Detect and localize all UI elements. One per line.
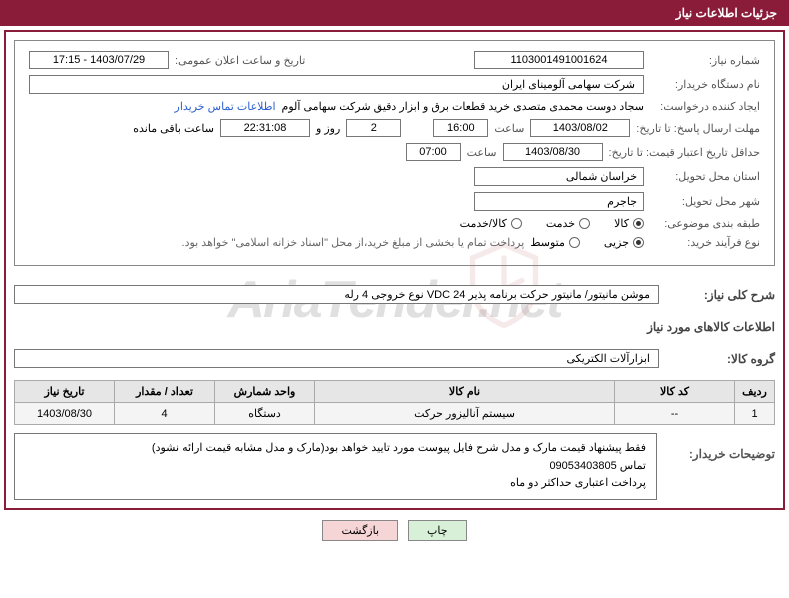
td-name: سیستم آنالیزور حرکت (315, 403, 615, 425)
announce-label: تاریخ و ساعت اعلان عمومی: (175, 54, 305, 67)
th-unit: واحد شمارش (215, 381, 315, 403)
radio-icon (579, 218, 590, 229)
reply-deadline-label: مهلت ارسال پاسخ: تا تاریخ: (636, 122, 760, 135)
note-line-1: فقط پیشنهاد قیمت مارک و مدل شرح فایل پیو… (25, 440, 646, 458)
requester-label: ایجاد کننده درخواست: (650, 100, 760, 113)
radio-service[interactable]: خدمت (546, 217, 590, 230)
group-label: گروه کالا: (665, 352, 775, 366)
process-label: نوع فرآیند خرید: (650, 236, 760, 249)
need-number-value: 1103001491001624 (474, 51, 644, 69)
radio-small[interactable]: جزیی (604, 236, 644, 249)
radio-medium-label: متوسط (530, 236, 565, 249)
table-header-row: ردیف کد کالا نام کالا واحد شمارش تعداد /… (15, 381, 775, 403)
td-qty: 4 (115, 403, 215, 425)
radio-both-label: کالا/خدمت (460, 217, 507, 230)
process-note: پرداخت تمام یا بخشی از مبلغ خرید،از محل … (182, 236, 525, 249)
validity-time: 07:00 (406, 143, 461, 161)
td-code: -- (615, 403, 735, 425)
details-panel: شماره نیاز: 1103001491001624 تاریخ و ساع… (14, 40, 775, 266)
category-label: طبقه بندی موضوعی: (650, 217, 760, 230)
back-button[interactable]: بازگشت (322, 520, 398, 541)
remaining-label: ساعت باقی مانده (133, 122, 214, 135)
time-label-2: ساعت (467, 146, 497, 159)
th-code: کد کالا (615, 381, 735, 403)
province-label: استان محل تحویل: (650, 170, 760, 183)
desc-value: موشن مانیتور/ مانیتور حرکت برنامه پذیر V… (14, 285, 659, 304)
days-remaining: 2 (346, 119, 401, 137)
page-header: جزئیات اطلاعات نیاز (0, 0, 789, 26)
print-button[interactable]: چاپ (408, 520, 467, 541)
goods-table: ردیف کد کالا نام کالا واحد شمارش تعداد /… (14, 380, 775, 425)
note-line-2: تماس 09053403805 (25, 458, 646, 476)
province-value: خراسان شمالی (474, 167, 644, 186)
td-unit: دستگاه (215, 403, 315, 425)
time-label-1: ساعت (494, 122, 524, 135)
th-date: تاریخ نیاز (15, 381, 115, 403)
radio-goods[interactable]: کالا (614, 217, 644, 230)
buyer-notes-label: توضیحات خریدار: (665, 443, 775, 492)
td-row: 1 (735, 403, 775, 425)
radio-icon (633, 218, 644, 229)
need-number-label: شماره نیاز: (650, 54, 760, 67)
goods-section-title: اطلاعات کالاهای مورد نیاز (14, 320, 775, 334)
radio-icon (633, 237, 644, 248)
radio-medium[interactable]: متوسط (530, 236, 580, 249)
th-name: نام کالا (315, 381, 615, 403)
desc-label: شرح کلی نیاز: (665, 288, 775, 302)
group-value: ابزارآلات الکتریکی (14, 349, 659, 368)
table-row: 1 -- سیستم آنالیزور حرکت دستگاه 4 1403/0… (15, 403, 775, 425)
reply-date: 1403/08/02 (530, 119, 630, 137)
validity-date: 1403/08/30 (503, 143, 603, 161)
radio-icon (511, 218, 522, 229)
note-line-3: پرداخت اعتباری حداکثر دو ماه (25, 475, 646, 493)
radio-goods-label: کالا (614, 217, 629, 230)
radio-service-label: خدمت (546, 217, 575, 230)
th-qty: تعداد / مقدار (115, 381, 215, 403)
th-row: ردیف (735, 381, 775, 403)
radio-both[interactable]: کالا/خدمت (460, 217, 522, 230)
outer-frame: شماره نیاز: 1103001491001624 تاریخ و ساع… (4, 30, 785, 510)
validity-label: حداقل تاریخ اعتبار قیمت: تا تاریخ: (609, 146, 760, 159)
time-remaining: 22:31:08 (220, 119, 310, 137)
buyer-notes-box: فقط پیشنهاد قیمت مارک و مدل شرح فایل پیو… (14, 433, 657, 500)
radio-small-label: جزیی (604, 236, 629, 249)
td-date: 1403/08/30 (15, 403, 115, 425)
contact-link[interactable]: اطلاعات تماس خریدار (175, 100, 276, 113)
reply-time: 16:00 (433, 119, 488, 137)
buyer-org-value: شرکت سهامی آلومینای ایران (29, 75, 644, 94)
city-value: جاجرم (474, 192, 644, 211)
announce-value: 1403/07/29 - 17:15 (29, 51, 169, 69)
buyer-org-label: نام دستگاه خریدار: (650, 78, 760, 91)
city-label: شهر محل تحویل: (650, 195, 760, 208)
radio-icon (569, 237, 580, 248)
requester-value: سجاد دوست محمدی متصدی خرید قطعات برق و ا… (282, 100, 644, 113)
days-and-label: روز و (316, 122, 340, 135)
